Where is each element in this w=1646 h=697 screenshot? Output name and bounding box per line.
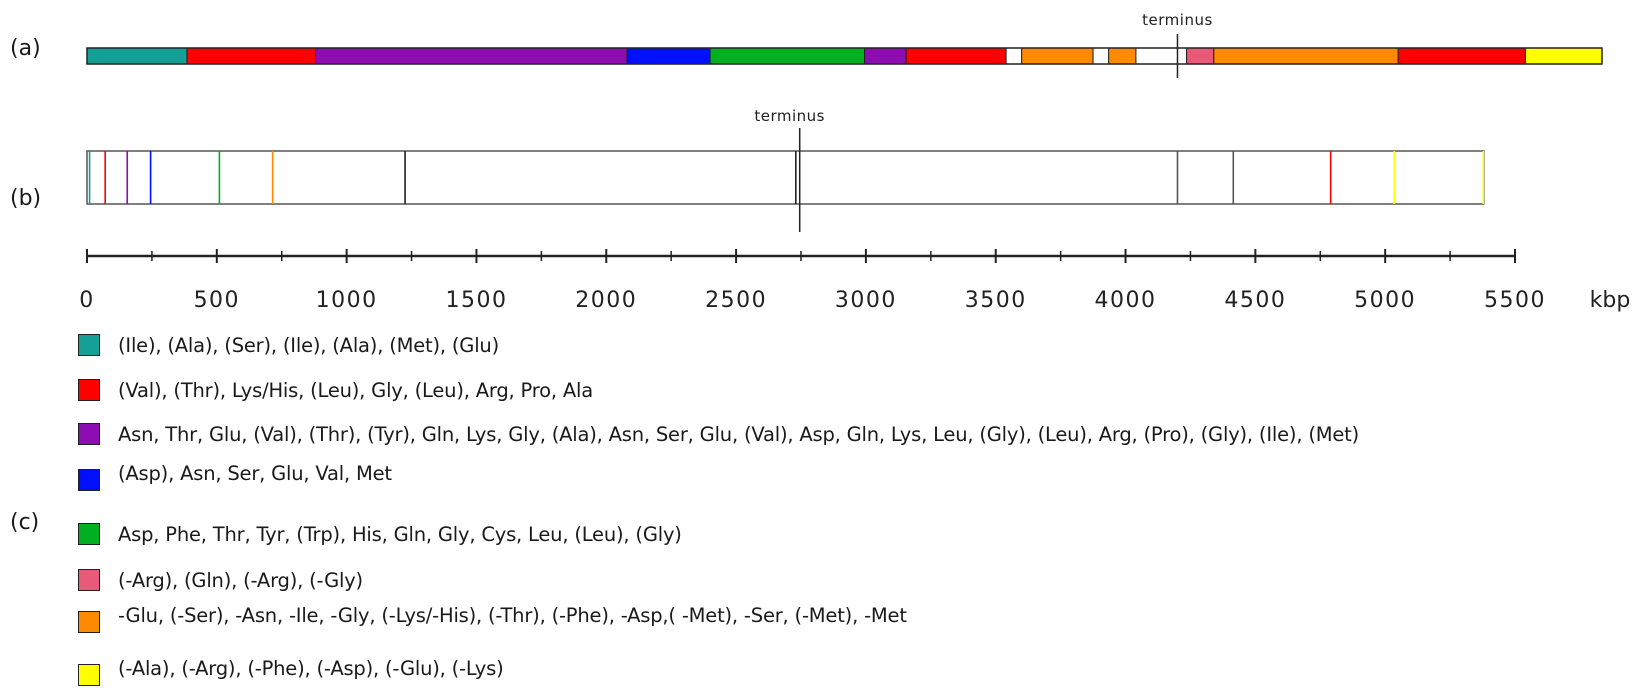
legend-text: Asp, Phe, Thr, Tyr, (Trp), His, Gln, Gly… bbox=[118, 522, 682, 546]
panel-label-a: (a) bbox=[10, 36, 41, 61]
panel-label-c: (c) bbox=[10, 510, 40, 535]
legend-swatch bbox=[78, 569, 100, 591]
track-a-segment bbox=[186, 47, 316, 65]
track-a-segment bbox=[1108, 47, 1137, 65]
legend-item: Asp, Phe, Thr, Tyr, (Trp), His, Gln, Gly… bbox=[78, 521, 682, 547]
track-a-segment bbox=[864, 47, 907, 65]
legend-item: (-Arg), (Gln), (-Arg), (-Gly) bbox=[78, 567, 363, 593]
axis-tick-label: 500 bbox=[194, 288, 241, 313]
legend-swatch bbox=[78, 423, 100, 445]
track-a-segment bbox=[1524, 47, 1603, 65]
axis-tick-label: 2500 bbox=[705, 288, 767, 313]
legend-item: -Glu, (-Ser), -Asn, -Ile, -Gly, (-Lys/-H… bbox=[78, 604, 907, 635]
legend-swatch bbox=[78, 611, 100, 633]
axis-tick-label: 3500 bbox=[965, 288, 1027, 313]
track-a-segment bbox=[86, 47, 188, 65]
axis-tick-label: 2000 bbox=[575, 288, 637, 313]
track-b-terminus-label: terminus bbox=[754, 107, 825, 125]
legend-swatch bbox=[78, 523, 100, 545]
axis-tick-label: 5000 bbox=[1354, 288, 1416, 313]
legend-text: (-Ala), (-Arg), (-Phe), (-Asp), (-Glu), … bbox=[118, 656, 504, 680]
axis-tick-label: 5500 bbox=[1484, 288, 1546, 313]
panel-label-b: (b) bbox=[10, 186, 42, 211]
legend-text: (Asp), Asn, Ser, Glu, Val, Met bbox=[118, 461, 392, 485]
track-a-segment bbox=[1005, 47, 1023, 65]
track-a-segment bbox=[626, 47, 711, 65]
legend-text: (Val), (Thr), Lys/His, (Leu), Gly, (Leu)… bbox=[118, 378, 593, 402]
track-b-outline bbox=[86, 150, 1485, 205]
track-a-segment bbox=[1092, 47, 1110, 65]
legend-item: (Asp), Asn, Ser, Glu, Val, Met bbox=[78, 462, 392, 493]
axis-tick-label: 1500 bbox=[445, 288, 507, 313]
track-a-segment bbox=[905, 47, 1007, 65]
legend-item: (Ile), (Ala), (Ser), (Ile), (Ala), (Met)… bbox=[78, 332, 499, 358]
track-a-segment bbox=[1021, 47, 1094, 65]
legend-swatch bbox=[78, 469, 100, 491]
legend-swatch bbox=[78, 664, 100, 686]
legend-swatch bbox=[78, 334, 100, 356]
legend-text: Asn, Thr, Glu, (Val), (Thr), (Tyr), Gln,… bbox=[118, 422, 1359, 446]
legend-item: (Val), (Thr), Lys/His, (Leu), Gly, (Leu)… bbox=[78, 377, 593, 403]
axis-unit-label: kbp bbox=[1590, 288, 1631, 313]
track-a-segment bbox=[1213, 47, 1399, 65]
legend-swatch bbox=[78, 379, 100, 401]
axis-tick-label: 1000 bbox=[316, 288, 378, 313]
legend-item: (-Ala), (-Arg), (-Phe), (-Asp), (-Glu), … bbox=[78, 655, 504, 686]
axis-tick-label: 4500 bbox=[1224, 288, 1286, 313]
track-a-segment bbox=[1186, 47, 1215, 65]
axis-tick-label: 0 bbox=[79, 288, 95, 313]
track-a-terminus-label: terminus bbox=[1142, 11, 1213, 29]
track-a-segment bbox=[1397, 47, 1526, 65]
legend-text: (Ile), (Ala), (Ser), (Ile), (Ala), (Met)… bbox=[118, 333, 499, 357]
track-a-segment bbox=[709, 47, 866, 65]
axis-tick-label: 3000 bbox=[835, 288, 897, 313]
axis-tick-label: 4000 bbox=[1095, 288, 1157, 313]
track-a-segment bbox=[314, 47, 628, 65]
legend-item: Asn, Thr, Glu, (Val), (Thr), (Tyr), Gln,… bbox=[78, 421, 1359, 447]
legend-text: (-Arg), (Gln), (-Arg), (-Gly) bbox=[118, 568, 363, 592]
track-a-outline bbox=[86, 47, 1603, 65]
legend-text: -Glu, (-Ser), -Asn, -Ile, -Gly, (-Lys/-H… bbox=[118, 603, 907, 627]
track-a-segment bbox=[1135, 47, 1188, 65]
